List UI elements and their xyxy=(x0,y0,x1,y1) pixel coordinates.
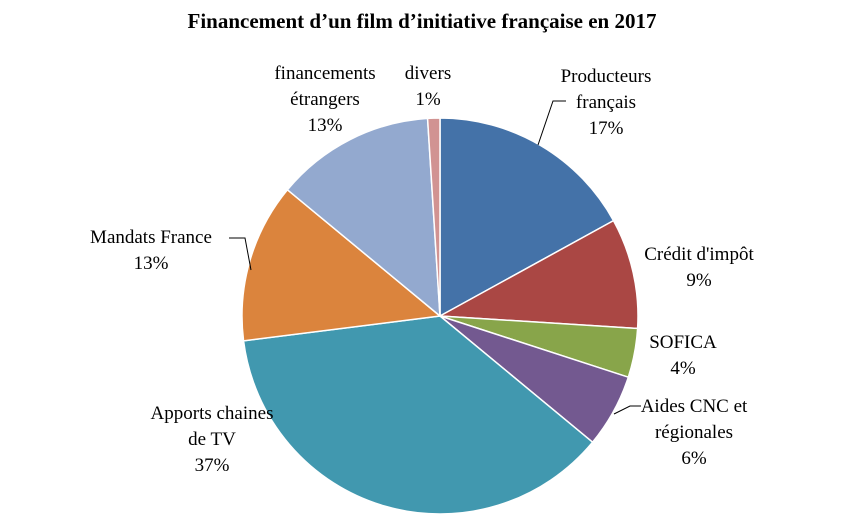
pie-slice xyxy=(242,315,594,515)
leader-line xyxy=(613,405,641,415)
slice-label: Producteurs français 17% xyxy=(561,66,652,139)
slice-labels: Producteurs français 17% Crédit d'impôt 9% SO… xyxy=(90,63,754,476)
pie-slice xyxy=(437,219,639,330)
slice-label: financements étrangers 13% xyxy=(274,63,375,136)
pie-slice xyxy=(439,117,615,318)
pie-slices xyxy=(241,117,639,515)
slice-label: divers 1% xyxy=(405,63,451,110)
slice-label: SOFICA 4% xyxy=(649,332,717,379)
slice-label: Aides CNC et régionales 6% xyxy=(641,396,748,469)
leader-line xyxy=(537,100,566,146)
leader-line xyxy=(229,237,252,271)
slice-label: Crédit d'impôt 9% xyxy=(644,244,754,291)
chart-title: Financement d’un film d’initiative franç… xyxy=(188,9,657,33)
pie-slice xyxy=(426,117,441,317)
slice-label: Mandats France 13% xyxy=(90,227,212,274)
leader-lines xyxy=(229,100,641,415)
slice-label: Apports chaines de TV 37% xyxy=(151,403,274,476)
pie-slice xyxy=(286,117,441,318)
pie-slice xyxy=(241,188,442,342)
